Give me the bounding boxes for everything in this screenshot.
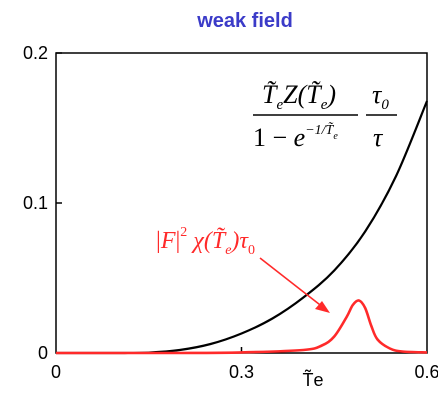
black-series-line	[56, 100, 429, 355]
red-formula-arrowhead	[315, 301, 330, 313]
y-tick-label: 0.1	[23, 193, 48, 213]
x-tick-label: 0.3	[229, 362, 254, 382]
black-formula-numerator: T̃eZ(T̃e)	[262, 80, 336, 113]
x-axis-label-text: T̃e	[302, 369, 323, 390]
black-formula-tau: τ	[373, 123, 384, 152]
x-tick-label: 0	[51, 362, 61, 382]
red-formula-arrow-line	[259, 257, 325, 309]
y-tick-label: 0.2	[23, 43, 48, 63]
y-tick-label: 0	[38, 343, 48, 363]
tick-marks	[56, 52, 243, 353]
black-formula-denominator: 1 − e−1/T̃e	[253, 122, 338, 152]
x-tick-label: 0.6	[414, 362, 438, 382]
black-formula-annotation: T̃eZ(T̃e) 1 − e−1/T̃e τ0 τ	[253, 80, 397, 152]
red-formula-annotation: |F|2 χ(T̃e)τ0	[156, 225, 330, 313]
black-formula-tau0: τ0	[372, 80, 389, 113]
chart-title: weak field	[196, 10, 293, 32]
x-axis-label: T̃e	[302, 369, 323, 390]
red-formula-text: |F|2 χ(T̃e)τ0	[156, 225, 255, 258]
red-series-line	[56, 299, 428, 355]
